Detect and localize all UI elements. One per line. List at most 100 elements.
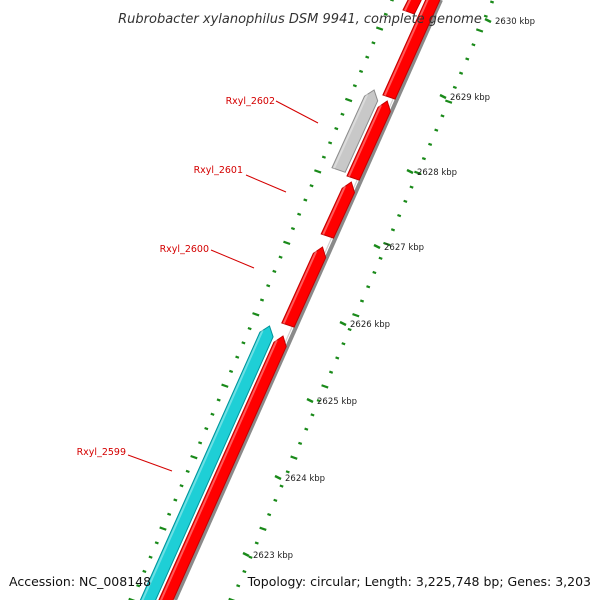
ruler-dot [397, 213, 402, 218]
tick-dot [314, 169, 322, 174]
tick-dot [210, 412, 215, 416]
gene-label-leader [210, 249, 255, 269]
gene-arrow-upstream [382, 0, 441, 100]
ruler-label: 2623 kbp [253, 551, 293, 561]
ruler-dot [273, 498, 278, 502]
gene-label: Rxyl_2599 [77, 447, 126, 458]
ruler-dot [352, 313, 360, 318]
tick-dot [334, 126, 339, 131]
gene-arrow-rxyl-2601 [320, 181, 356, 239]
ruler-major-tick [242, 551, 250, 558]
accession-text: Accession: NC_008148 [9, 574, 151, 589]
tick-dot [136, 584, 141, 588]
tick-dot [309, 184, 314, 188]
ruler-label: 2629 kbp [450, 93, 490, 103]
tick-dot [142, 569, 147, 574]
ruler-major-tick [439, 93, 447, 100]
ruler-dot [378, 256, 383, 260]
tick-dots-layer [128, 0, 495, 600]
gene-arrow-upstream-shine [383, 0, 429, 96]
tick-dot [389, 0, 394, 2]
ruler-dot [347, 327, 352, 332]
gene-arrow-top-shine [404, 0, 412, 12]
tick-dot [365, 55, 370, 59]
ruler-dot [285, 470, 290, 474]
ruler-dot [267, 512, 272, 517]
tick-dot [259, 298, 265, 302]
gene-arrow-rxyl-2600-shine [282, 250, 318, 324]
gene-label: Rxyl_2600 [160, 244, 209, 255]
ruler-dot [465, 57, 470, 61]
gene-arrow-upstream-body [382, 0, 441, 100]
gene-arrow-rxyl-2600-body [281, 246, 327, 328]
tick-dot [190, 454, 198, 460]
ruler-dot [428, 142, 433, 147]
ruler-dot [310, 413, 315, 417]
ruler-dot [366, 285, 371, 289]
ruler-label: 2626 kbp [350, 320, 390, 330]
ruler-dot [254, 541, 259, 545]
tick-dot [358, 69, 364, 74]
ruler-major-tick [306, 397, 314, 404]
gene-arrow-rxyl-2601-body [320, 181, 356, 239]
gene-arrow-rxyl-2599-body [139, 325, 274, 600]
gene-arrow-rxyl-2602 [331, 89, 379, 173]
tick-dot [352, 84, 357, 88]
tick-dot [204, 426, 209, 431]
tick-dot [278, 255, 283, 259]
ruler-dot [414, 170, 422, 176]
ruler-label: 2625 kbp [317, 397, 357, 407]
tick-dot [297, 212, 302, 216]
ruler-dot [440, 114, 445, 118]
tick-dot [272, 269, 277, 274]
tick-dot [321, 155, 326, 159]
ruler-dot [328, 370, 334, 374]
ruler-dot [316, 399, 321, 403]
tick-dot [290, 226, 296, 231]
ruler-major-tick [484, 17, 492, 24]
ruler-dot [259, 526, 267, 532]
gene-arrow-rxyl-2602-shine [333, 93, 369, 169]
ruler-dot [452, 85, 457, 90]
tick-dot [173, 498, 178, 502]
ruler-dot [298, 441, 303, 446]
gene-arrow-rxyl-2601-shine [322, 185, 346, 235]
tick-dot [221, 383, 229, 388]
tick-dot [266, 284, 271, 288]
tick-dot [383, 12, 388, 16]
gene-arrow-rxyl-2602-neighbor [346, 100, 391, 181]
tick-dot [154, 541, 159, 545]
kbp-ruler-layer: 2630 kbp 2629 kbp 2628 kbp 2627 kbp 2626 kbp… [242, 17, 535, 561]
ruler-dot [236, 584, 241, 588]
gene-label-leader [275, 100, 319, 124]
gene-arrow-rxyl-2600 [281, 246, 327, 328]
ruler-dot [409, 185, 414, 189]
tick-dot [216, 398, 221, 402]
gene-arrows-layer [139, 0, 441, 600]
ruler-dot [383, 241, 391, 247]
tick-dot [198, 441, 203, 445]
ruler-dot [321, 384, 329, 389]
tick-dot [148, 555, 153, 559]
gene-arrow-rxyl-2602-body [331, 89, 379, 173]
tick-dot [185, 469, 190, 474]
gene-label: Rxyl_2602 [226, 96, 275, 107]
gene-label-leader [245, 174, 287, 193]
ruler-dot [279, 484, 284, 488]
ruler-major-tick [274, 474, 282, 481]
gene-arrow-rxyl-2599-strand-shine [160, 339, 278, 600]
tick-dot [128, 597, 136, 600]
ruler-major-tick [339, 320, 347, 327]
ruler-label: 2627 kbp [384, 243, 424, 253]
genome-title: Rubrobacter xylanophilus DSM 9941, compl… [118, 12, 482, 27]
genome-backbone [173, 0, 443, 600]
tick-dot [235, 355, 240, 359]
tick-dot [328, 141, 333, 145]
gene-arrow-rxyl-2602-neighbor-body [346, 100, 391, 181]
ruler-dot [444, 99, 453, 104]
ruler-dot [335, 356, 340, 360]
tick-dot [179, 484, 184, 488]
tick-dot [167, 512, 172, 516]
